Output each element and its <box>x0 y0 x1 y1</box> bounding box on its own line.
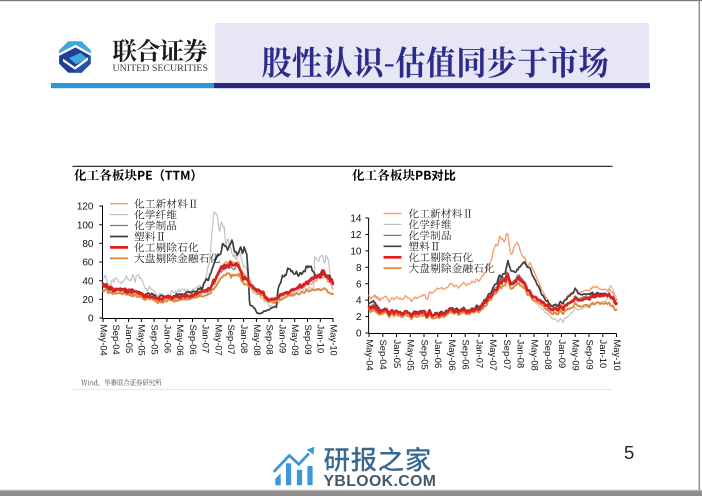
svg-text:Jan-05: Jan-05 <box>392 340 403 369</box>
svg-text:Sep-05: Sep-05 <box>419 340 430 370</box>
svg-text:60: 60 <box>82 258 94 269</box>
svg-text:20: 20 <box>82 295 94 306</box>
svg-text:Jan-06: Jan-06 <box>162 325 173 354</box>
svg-text:2: 2 <box>356 312 362 323</box>
svg-text:May-08: May-08 <box>529 340 540 371</box>
svg-text:May-09: May-09 <box>290 325 301 356</box>
svg-text:May-10: May-10 <box>328 325 339 356</box>
svg-text:Sep-08: Sep-08 <box>543 340 554 370</box>
svg-text:0: 0 <box>356 329 362 340</box>
svg-text:Sep-06: Sep-06 <box>188 325 199 355</box>
svg-text:Sep-04: Sep-04 <box>111 325 122 355</box>
svg-text:Jan-07: Jan-07 <box>201 325 212 354</box>
svg-text:May-06: May-06 <box>447 340 458 371</box>
svg-text:Jan-10: Jan-10 <box>316 325 327 354</box>
svg-text:May-07: May-07 <box>488 340 499 371</box>
svg-text:May-10: May-10 <box>612 340 623 371</box>
svg-text:Jan-07: Jan-07 <box>474 340 485 369</box>
svg-text:12: 12 <box>350 230 362 241</box>
svg-text:May-04: May-04 <box>98 325 109 356</box>
svg-text:6: 6 <box>356 279 362 290</box>
svg-text:Sep-05: Sep-05 <box>150 325 161 355</box>
svg-text:May-05: May-05 <box>137 325 148 356</box>
svg-text:Sep-07: Sep-07 <box>502 340 513 370</box>
svg-text:4: 4 <box>356 296 362 307</box>
svg-text:Sep-08: Sep-08 <box>265 325 276 355</box>
svg-text:120: 120 <box>77 202 94 213</box>
svg-text:Sep-09: Sep-09 <box>303 325 314 355</box>
svg-text:10: 10 <box>350 247 362 258</box>
svg-text:Sep-04: Sep-04 <box>378 340 389 370</box>
svg-text:UNITED SECURITIES: UNITED SECURITIES <box>113 64 209 74</box>
svg-text:40: 40 <box>82 276 94 287</box>
svg-text:May-09: May-09 <box>571 340 582 371</box>
svg-text:Jan-08: Jan-08 <box>516 340 527 369</box>
svg-text:YBLOOK.COM: YBLOOK.COM <box>324 473 437 490</box>
svg-text:May-08: May-08 <box>252 325 263 356</box>
svg-text:8: 8 <box>356 263 362 274</box>
svg-text:80: 80 <box>82 239 94 250</box>
svg-text:Jan-05: Jan-05 <box>124 325 135 354</box>
svg-text:May-05: May-05 <box>406 340 417 371</box>
svg-text:May-06: May-06 <box>175 325 186 356</box>
svg-text:0: 0 <box>88 314 94 325</box>
svg-text:5: 5 <box>624 442 634 463</box>
svg-text:Jan-09: Jan-09 <box>557 340 568 369</box>
svg-text:Jan-06: Jan-06 <box>433 340 444 369</box>
svg-text:Sep-09: Sep-09 <box>584 340 595 370</box>
svg-text:Jan-08: Jan-08 <box>239 325 250 354</box>
svg-text:14: 14 <box>350 214 362 225</box>
svg-text:Sep-07: Sep-07 <box>226 325 237 355</box>
svg-text:May-04: May-04 <box>364 340 375 371</box>
svg-text:Sep-06: Sep-06 <box>461 340 472 370</box>
svg-text:Jan-09: Jan-09 <box>277 325 288 354</box>
svg-text:Jan-10: Jan-10 <box>598 340 609 369</box>
svg-text:May-07: May-07 <box>213 325 224 356</box>
svg-text:100: 100 <box>77 220 94 231</box>
